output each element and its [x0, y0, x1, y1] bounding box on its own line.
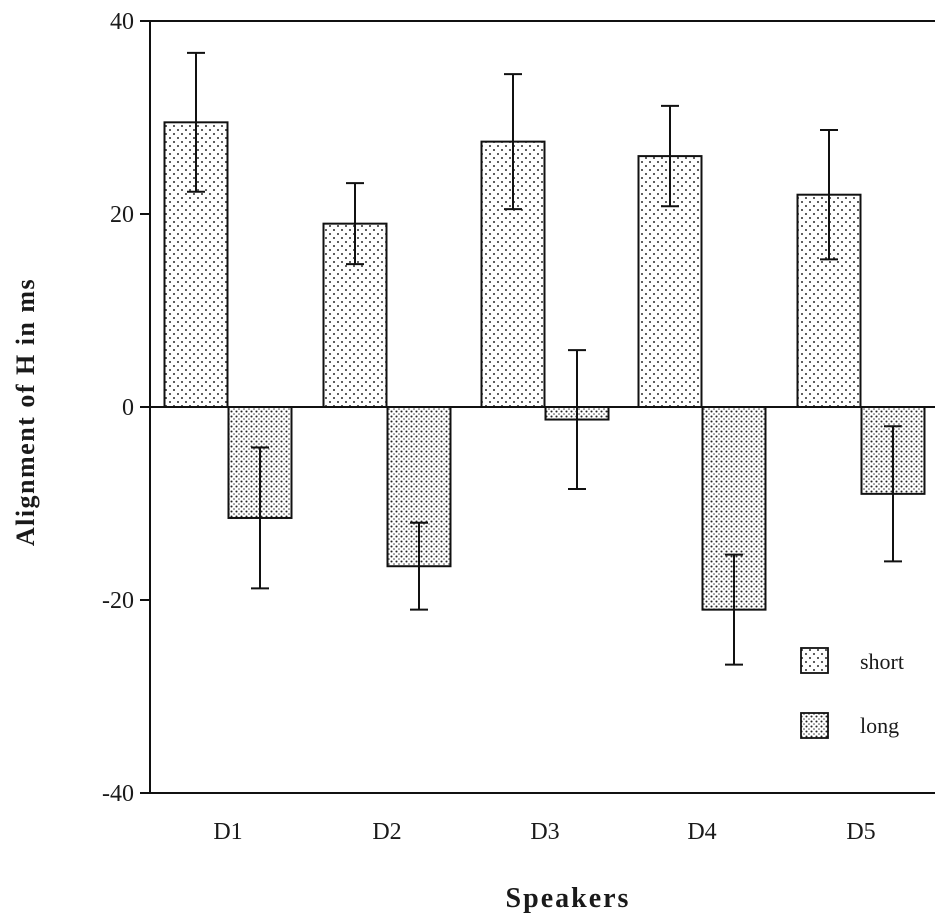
- legend-label-long: long: [860, 713, 899, 738]
- x-tick-label: D4: [687, 819, 716, 845]
- y-tick-label: -20: [102, 588, 134, 614]
- legend-swatch-short: [800, 647, 829, 674]
- x-axis-title: Speakers: [506, 883, 631, 914]
- y-tick-label: 0: [122, 395, 134, 421]
- x-tick-labels: D1 D2 D3 D4 D5: [213, 819, 875, 845]
- legend-label-short: short: [860, 649, 904, 674]
- error-bars-layer: [187, 51, 902, 666]
- x-tick-label: D5: [846, 819, 875, 845]
- y-tick-label: 40: [110, 9, 134, 35]
- y-ticks: 40 20 0 -20 -40: [102, 9, 150, 807]
- bars-layer: [163, 121, 926, 611]
- x-tick-label: D1: [213, 819, 242, 845]
- x-tick-label: D3: [530, 819, 559, 845]
- x-tick-label: D2: [372, 819, 401, 845]
- y-tick-label: -40: [102, 781, 134, 807]
- legend: short long: [800, 647, 904, 739]
- legend-swatch-long: [800, 712, 829, 739]
- y-tick-label: 20: [110, 202, 134, 228]
- y-axis-title: Alignment of H in ms: [11, 278, 40, 546]
